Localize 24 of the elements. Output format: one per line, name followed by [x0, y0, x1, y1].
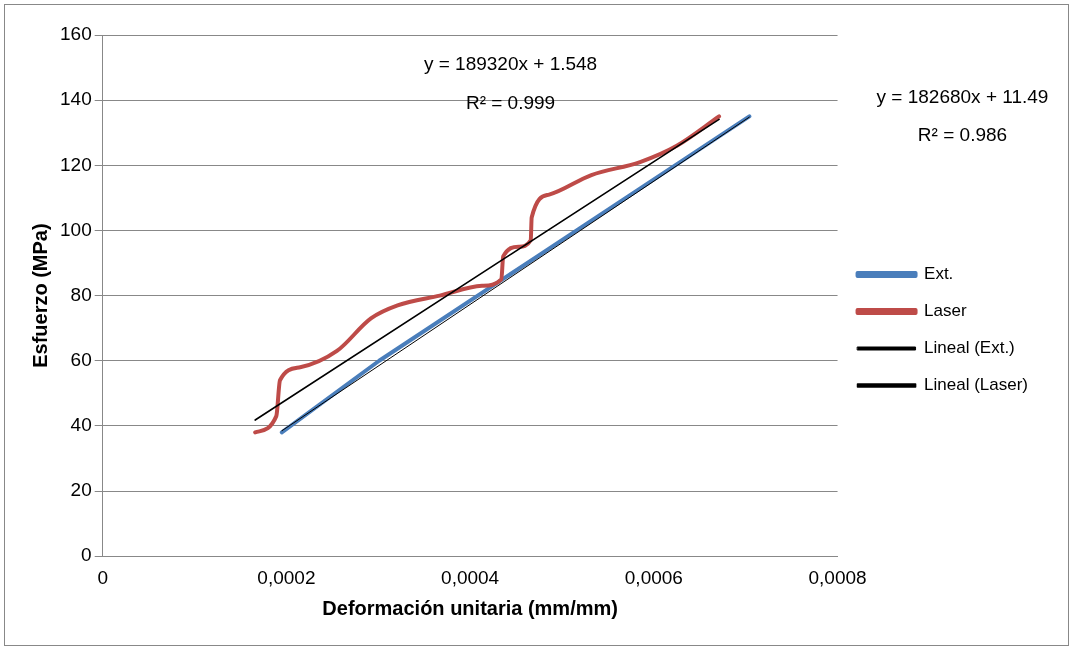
y-tick-label: 60	[70, 348, 92, 370]
x-tick-label: 0,0002	[257, 566, 316, 588]
y-axis-title: Esfuerzo (MPa)	[28, 223, 51, 368]
y-tick-label: 20	[70, 479, 92, 501]
y-tick-label: 140	[60, 88, 92, 110]
annotation: y = 189320x + 1.548	[423, 53, 598, 75]
legend-label: Lineal (Laser)	[924, 375, 1029, 395]
y-tick-label: 160	[60, 23, 92, 45]
text: y = 182680x + 11.49	[876, 85, 1049, 107]
x-tick-label: 0,0008	[808, 566, 867, 588]
legend-label: Lineal (Ext.)	[924, 338, 1015, 358]
x-axis-title: Deformación unitaria (mm/mm)	[322, 596, 618, 619]
text: R² = 0.986	[917, 123, 1008, 145]
x-tick-label: 0,0006	[624, 566, 683, 588]
x-tick-label: 0	[97, 566, 108, 588]
y-tick-label: 120	[60, 153, 92, 175]
y-tick-label: 0	[81, 544, 92, 566]
legend-label: Ext.	[924, 264, 954, 284]
legend-label: Laser	[924, 301, 967, 321]
y-tick-label: 100	[60, 218, 92, 240]
y-tick-label: 80	[70, 283, 92, 305]
x-tick-label: 0,0004	[441, 566, 500, 588]
y-tick-label: 40	[70, 414, 92, 436]
annotation: R² = 0.999	[465, 91, 556, 113]
